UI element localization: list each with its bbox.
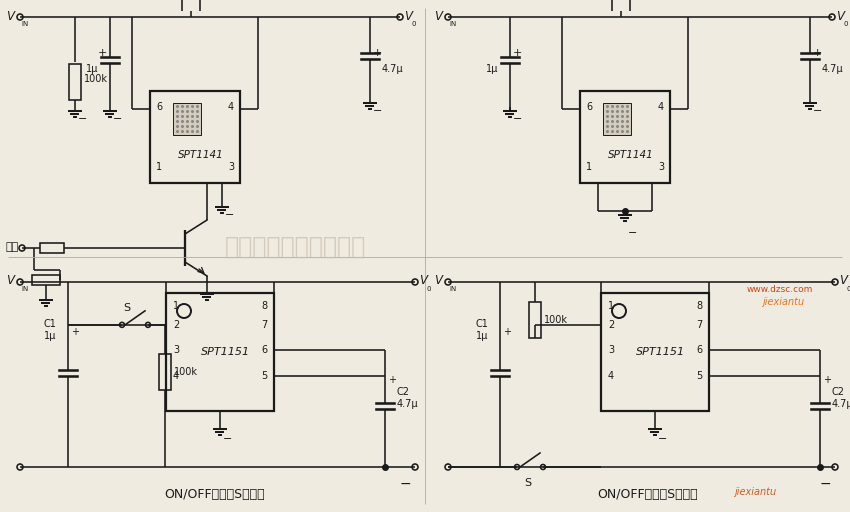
Text: −: − — [513, 114, 523, 124]
Text: 5: 5 — [696, 371, 702, 380]
Text: −: − — [113, 114, 122, 124]
Text: 3: 3 — [658, 162, 664, 172]
Text: 3: 3 — [173, 345, 179, 355]
Text: C2: C2 — [832, 387, 845, 397]
Text: −: − — [400, 477, 411, 491]
Bar — [69, 64, 81, 100]
Text: $\mathit{V}$: $\mathit{V}$ — [434, 274, 445, 288]
Text: 4: 4 — [228, 102, 234, 112]
Text: 0: 0 — [844, 21, 848, 27]
Text: 6: 6 — [586, 102, 592, 112]
Text: C1: C1 — [475, 319, 488, 329]
Bar — [40, 243, 64, 253]
Bar — [32, 275, 60, 285]
Text: −: − — [628, 228, 638, 238]
Text: S: S — [524, 478, 531, 488]
Text: 1: 1 — [156, 162, 162, 172]
Text: C2: C2 — [397, 387, 410, 397]
Text: 6: 6 — [156, 102, 162, 112]
Text: 3: 3 — [608, 345, 614, 355]
Text: 6: 6 — [696, 345, 702, 355]
Text: 7: 7 — [261, 320, 267, 330]
Text: 7: 7 — [696, 320, 702, 330]
Text: IN: IN — [449, 21, 456, 27]
Text: 4.7µ: 4.7µ — [822, 64, 843, 74]
Bar — [603, 103, 631, 135]
Bar — [529, 302, 541, 338]
Text: C1: C1 — [43, 319, 56, 329]
Text: 4.7µ: 4.7µ — [832, 399, 850, 409]
Text: IN: IN — [21, 21, 28, 27]
Text: ON/OFF控制，S合上通: ON/OFF控制，S合上通 — [598, 487, 699, 501]
Text: +: + — [823, 375, 831, 385]
Text: 1µ: 1µ — [86, 64, 98, 74]
Text: $\mathit{V}$: $\mathit{V}$ — [419, 274, 430, 288]
Text: 6: 6 — [261, 345, 267, 355]
Text: 4: 4 — [608, 371, 614, 380]
Text: −: − — [819, 477, 830, 491]
Text: 8: 8 — [696, 301, 702, 311]
Text: −: − — [225, 210, 235, 220]
Text: S: S — [123, 303, 131, 313]
Text: 4.7µ: 4.7µ — [382, 64, 404, 74]
Text: 100k: 100k — [544, 315, 568, 325]
Text: $\mathit{V}$: $\mathit{V}$ — [839, 274, 850, 288]
Text: 0: 0 — [847, 286, 850, 292]
Text: 100k: 100k — [174, 367, 198, 377]
Text: jiexiantu: jiexiantu — [734, 487, 776, 497]
Text: 控制: 控制 — [6, 242, 19, 252]
Text: $\mathit{V}$: $\mathit{V}$ — [6, 10, 17, 23]
Text: www.dzsc.com: www.dzsc.com — [747, 286, 813, 294]
Text: 2: 2 — [173, 320, 179, 330]
Text: −: − — [813, 106, 822, 116]
Text: 8: 8 — [261, 301, 267, 311]
Text: $\mathit{V}$: $\mathit{V}$ — [434, 10, 445, 23]
Text: −: − — [373, 106, 382, 116]
Bar — [173, 103, 201, 135]
Text: $\mathit{V}$: $\mathit{V}$ — [404, 10, 415, 23]
Bar — [159, 354, 171, 390]
Text: jiexiantu: jiexiantu — [762, 297, 804, 307]
Text: 5: 5 — [261, 371, 267, 380]
Bar — [166, 293, 274, 411]
Text: ON/OFF控制，S合上通: ON/OFF控制，S合上通 — [165, 487, 265, 501]
Text: +: + — [813, 48, 822, 58]
Text: SPT1141: SPT1141 — [608, 150, 654, 160]
Text: +: + — [513, 48, 523, 58]
Bar — [601, 293, 709, 411]
Text: 4: 4 — [173, 371, 179, 380]
Text: 1µ: 1µ — [43, 331, 56, 341]
Text: 2: 2 — [608, 320, 614, 330]
Text: 1: 1 — [608, 301, 614, 311]
Text: IN: IN — [449, 286, 456, 292]
Text: 4.7µ: 4.7µ — [397, 399, 418, 409]
Text: 100k: 100k — [84, 74, 108, 84]
Text: SPT1151: SPT1151 — [637, 347, 686, 357]
Text: +: + — [388, 375, 396, 385]
Text: 1: 1 — [586, 162, 592, 172]
Text: −: − — [78, 114, 88, 124]
Text: −: − — [658, 434, 667, 444]
Text: 0: 0 — [427, 286, 432, 292]
Text: 杭州将睿科技有限公司: 杭州将睿科技有限公司 — [224, 235, 366, 259]
Text: −: − — [223, 434, 232, 444]
Text: SPT1141: SPT1141 — [178, 150, 224, 160]
Text: 1µ: 1µ — [485, 64, 498, 74]
Text: IN: IN — [21, 286, 28, 292]
Text: $\mathit{V}$: $\mathit{V}$ — [6, 274, 17, 288]
Text: SPT1151: SPT1151 — [201, 347, 251, 357]
Text: 1µ: 1µ — [476, 331, 488, 341]
Text: +: + — [373, 48, 382, 58]
Bar — [150, 91, 240, 183]
Text: $\mathit{V}$: $\mathit{V}$ — [836, 10, 847, 23]
Text: 0: 0 — [412, 21, 416, 27]
Bar — [580, 91, 670, 183]
Text: 1: 1 — [173, 301, 179, 311]
Text: +: + — [503, 327, 511, 337]
Text: +: + — [98, 48, 107, 58]
Text: 3: 3 — [228, 162, 234, 172]
Text: 4: 4 — [658, 102, 664, 112]
Text: +: + — [71, 327, 79, 337]
